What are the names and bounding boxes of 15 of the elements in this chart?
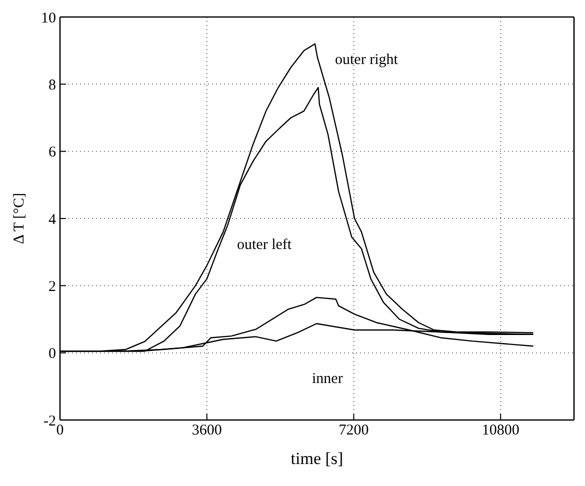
y-tick-label: -2 bbox=[44, 413, 56, 430]
x-tick-label: 10800 bbox=[482, 422, 520, 439]
y-tick-label: 8 bbox=[48, 77, 56, 94]
y-tick-label: 0 bbox=[48, 346, 56, 362]
y-tick-label: 2 bbox=[48, 278, 56, 295]
y-tick-label: 10 bbox=[41, 10, 56, 26]
y-axis-title: Δ T [°C] bbox=[11, 192, 28, 244]
annotation: outer left bbox=[237, 237, 292, 253]
y-tick-label: 6 bbox=[48, 144, 56, 161]
x-tick-label: 7200 bbox=[338, 422, 369, 439]
x-tick-label: 3600 bbox=[192, 422, 222, 439]
annotation: inner bbox=[312, 371, 343, 387]
annotation: outer right bbox=[335, 52, 399, 68]
y-tick-label: 4 bbox=[48, 212, 56, 228]
x-axis-title: time [s] bbox=[290, 449, 344, 468]
